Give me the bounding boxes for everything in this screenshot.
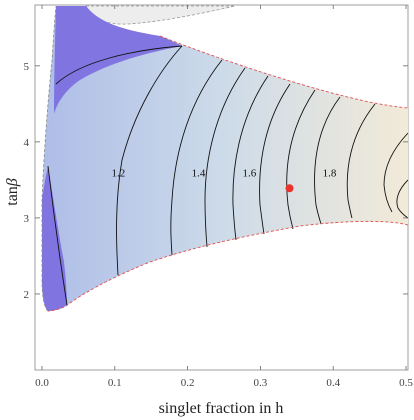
y-axis-title-symbol: β: [4, 178, 21, 187]
contour-lines: [47, 45, 408, 306]
x-tick-label: 0.3: [254, 377, 268, 389]
contour-label-1-8: 1.8: [323, 167, 337, 179]
contour-line: [232, 75, 269, 241]
y-axis-title: tanβ: [4, 178, 21, 206]
contour-line: [346, 103, 376, 219]
contour-line: [314, 96, 341, 225]
boundary-lines: [47, 35, 408, 312]
y-axis-title-prefix: tan: [4, 186, 21, 206]
x-tick-label: 0.0: [35, 377, 49, 389]
x-tick-label: 0.5: [399, 377, 413, 389]
contour-line: [383, 132, 408, 213]
y-tick-label: 2: [24, 289, 30, 301]
y-tick-label: 3: [24, 213, 30, 225]
y-tick-label: 5: [24, 61, 30, 73]
excluded-region-lower: [42, 166, 67, 311]
left-boundary-line: [41, 5, 57, 312]
contour-line: [259, 83, 291, 235]
contour-line: [170, 59, 223, 256]
x-tick-label: 0.4: [326, 377, 340, 389]
contour-label-1-4: 1.4: [192, 167, 206, 179]
y-axis-ticks: 2 3 4 5: [24, 61, 408, 301]
y-tick-label: 4: [24, 137, 30, 149]
contour-line: [47, 165, 68, 306]
contour-line: [204, 67, 246, 248]
contour-line: [396, 179, 408, 219]
x-tick-label: 0.2: [181, 377, 195, 389]
allowed-region: [42, 6, 408, 311]
contour-line: [55, 45, 183, 85]
x-axis-title: singlet fraction in h: [159, 400, 284, 417]
excluded-region-upper: [54, 6, 182, 114]
x-axis-ticks: 0.0 0.1 0.2 0.3 0.4 0.5: [35, 5, 413, 389]
contour-line: [286, 89, 316, 230]
contour-line: [116, 45, 183, 276]
contour-label-1-2: 1.2: [112, 167, 126, 179]
contour-label-1-6: 1.6: [243, 167, 257, 179]
contour-labels: 1.2 1.4 1.6 1.8: [112, 167, 337, 179]
benchmark-point-marker: [285, 184, 294, 193]
x-tick-label: 0.1: [108, 377, 122, 389]
